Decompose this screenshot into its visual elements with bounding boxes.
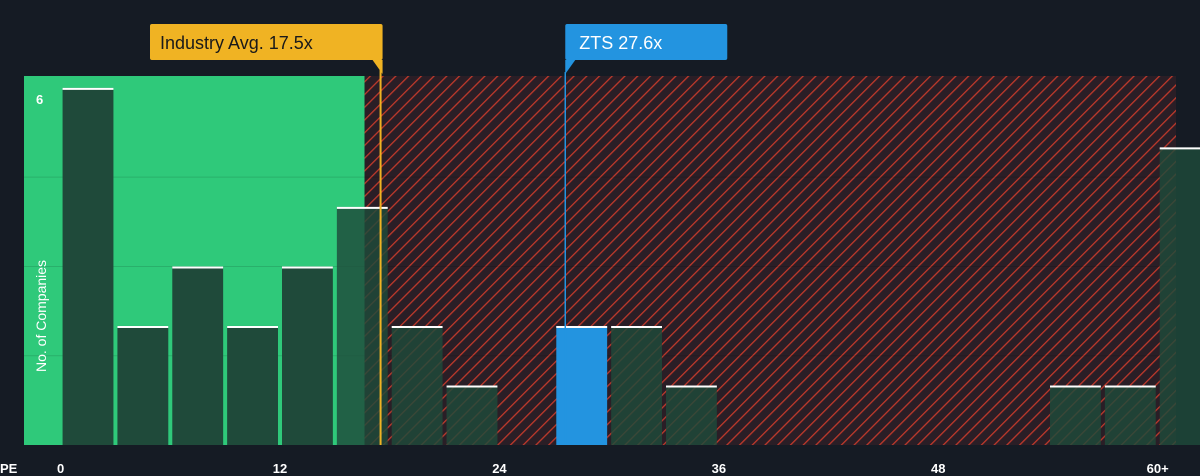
x-tick-label: 48 bbox=[931, 461, 945, 476]
bar bbox=[282, 266, 333, 445]
x-axis-label: PE bbox=[0, 461, 18, 476]
bar bbox=[556, 325, 608, 445]
x-tick-label: 60+ bbox=[1147, 461, 1169, 476]
x-tick-label: 12 bbox=[273, 461, 287, 476]
bar bbox=[1104, 385, 1156, 445]
company-callout: ZTS 27.6x bbox=[565, 24, 728, 74]
bar bbox=[446, 385, 498, 445]
bar bbox=[227, 325, 278, 445]
company-pe-label: ZTS 27.6x bbox=[579, 33, 662, 53]
overvalued-zone bbox=[364, 76, 1177, 445]
bar bbox=[666, 385, 717, 445]
bar bbox=[172, 266, 224, 445]
x-tick-label: 0 bbox=[57, 461, 64, 476]
markers bbox=[379, 68, 567, 445]
x-tick-label: 36 bbox=[712, 461, 726, 476]
y-tick-label: 6 bbox=[36, 92, 43, 107]
bar bbox=[1159, 147, 1200, 445]
x-tick-label: 24 bbox=[492, 461, 507, 476]
bar bbox=[1050, 385, 1101, 445]
bar bbox=[611, 325, 662, 445]
bars bbox=[62, 87, 1200, 445]
bar bbox=[391, 325, 443, 445]
bar bbox=[62, 87, 114, 445]
y-axis-label: No. of Companies bbox=[33, 260, 49, 372]
x-axis: 0 12 24 36 48 60+ bbox=[57, 461, 1169, 476]
bar bbox=[117, 325, 169, 445]
industry-avg-label: Industry Avg. 17.5x bbox=[160, 33, 313, 53]
industry-avg-callout: Industry Avg. 17.5x bbox=[150, 24, 383, 74]
bar bbox=[336, 206, 388, 445]
